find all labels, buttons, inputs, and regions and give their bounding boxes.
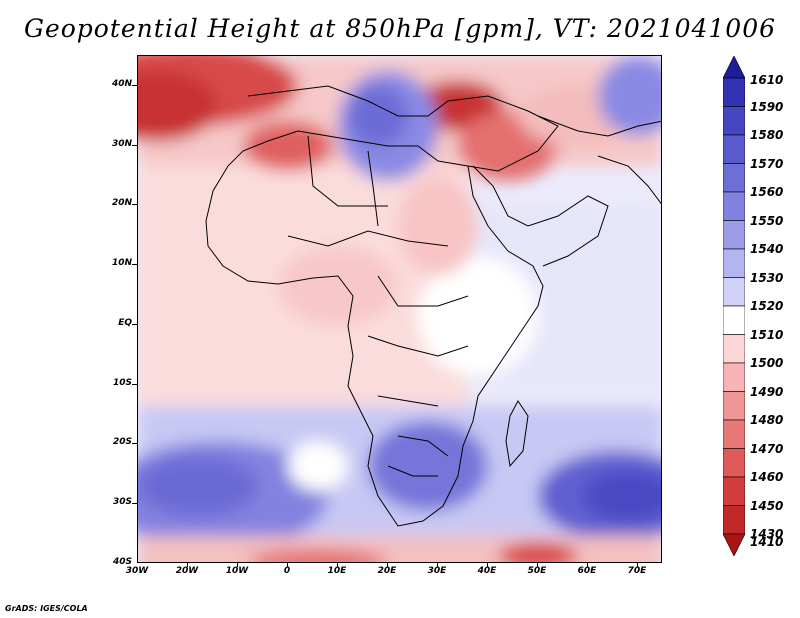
- lon-label: 50E: [527, 566, 547, 576]
- colorbar-band: [723, 277, 745, 307]
- lon-tick-mark: [637, 563, 638, 567]
- colorbar-label: 1550: [750, 213, 784, 228]
- colorbar-band: [723, 334, 745, 364]
- lon-label: 30W: [125, 566, 149, 576]
- colorbar-label: 1580: [750, 128, 784, 142]
- colorbar-band: [723, 391, 745, 421]
- lat-tick-mark: [132, 443, 137, 444]
- map-title: Geopotential Height at 850hPa [gpm], VT:…: [23, 14, 777, 43]
- colorbar-label: 1510: [750, 327, 784, 342]
- colorbar-band: [723, 106, 745, 136]
- colorbar-label: 1610: [750, 73, 784, 87]
- colorbar-bands: [723, 56, 745, 556]
- lon-tick-mark: [537, 563, 538, 567]
- lat-tick-mark: [132, 503, 137, 504]
- geopotential-field: [138, 56, 661, 562]
- colorbar-label: 1560: [750, 185, 784, 199]
- lat-label: 30S: [112, 497, 132, 507]
- lon-tick-mark: [587, 563, 588, 567]
- colorbar-label: 1480: [750, 413, 784, 427]
- lon-label: 30E: [427, 566, 447, 576]
- lat-label: 20N: [111, 198, 132, 208]
- map-plot-area: [137, 55, 662, 563]
- colorbar-label: 1520: [750, 299, 784, 313]
- colorbar-band: [723, 305, 745, 335]
- lat-label: 40N: [111, 79, 132, 89]
- colorbar-band: [723, 77, 745, 107]
- colorbar-band: [723, 476, 745, 506]
- lat-tick-mark: [132, 85, 137, 86]
- lon-tick-mark: [287, 563, 288, 567]
- colorbar-band: [723, 362, 745, 392]
- lon-tick-mark: [437, 563, 438, 567]
- colorbar: [723, 56, 745, 556]
- lat-tick-mark: [132, 324, 137, 325]
- colorbar-label: 1460: [750, 470, 784, 484]
- lat-label: 10N: [111, 258, 132, 268]
- colorbar-label: 1430: [750, 527, 784, 541]
- colorbar-band: [723, 505, 745, 535]
- lat-label: 40S: [112, 557, 132, 567]
- colorbar-band: [723, 191, 745, 221]
- lon-label: 10E: [327, 566, 347, 576]
- colorbar-band: [723, 419, 745, 449]
- colorbar-label: 1500: [750, 356, 784, 370]
- lon-label: 20E: [377, 566, 397, 576]
- lon-label: 70E: [627, 566, 647, 576]
- lat-tick-mark: [132, 145, 137, 146]
- lat-tick-mark: [132, 384, 137, 385]
- lon-label: 10W: [225, 566, 249, 576]
- lat-tick-mark: [132, 204, 137, 205]
- colorbar-label: 1570: [750, 156, 784, 171]
- lat-tick-mark: [132, 264, 137, 265]
- lat-label: 10S: [112, 378, 132, 388]
- coastlines: [205, 85, 661, 527]
- lon-label: 40E: [477, 566, 497, 576]
- colorbar-band: [723, 134, 745, 164]
- lon-label: 0: [283, 566, 291, 576]
- lat-label: EQ: [118, 318, 132, 328]
- colorbar-label: 1530: [750, 270, 784, 285]
- lon-tick-mark: [237, 563, 238, 567]
- colorbar-band: [723, 533, 745, 556]
- colorbar-label: 1590: [750, 99, 784, 114]
- colorbar-label: 1450: [750, 498, 784, 513]
- colorbar-band: [723, 448, 745, 478]
- footer-credit: GrADS: IGES/COLA: [5, 604, 88, 613]
- colorbar-label: 1470: [750, 441, 784, 456]
- colorbar-label: 1540: [750, 242, 784, 256]
- colorbar-band: [723, 163, 745, 193]
- lat-label: 30N: [111, 139, 132, 149]
- lon-label: 60E: [577, 566, 597, 576]
- colorbar-band: [723, 220, 745, 250]
- colorbar-label: 1410: [750, 535, 784, 549]
- colorbar-band: [723, 56, 745, 79]
- colorbar-label: 1490: [750, 384, 784, 399]
- lon-tick-mark: [487, 563, 488, 567]
- lon-tick-mark: [387, 563, 388, 567]
- colorbar-band: [723, 248, 745, 278]
- lon-label: 20W: [175, 566, 199, 576]
- lon-tick-mark: [337, 563, 338, 567]
- lon-tick-mark: [187, 563, 188, 567]
- lat-label: 20S: [112, 437, 132, 447]
